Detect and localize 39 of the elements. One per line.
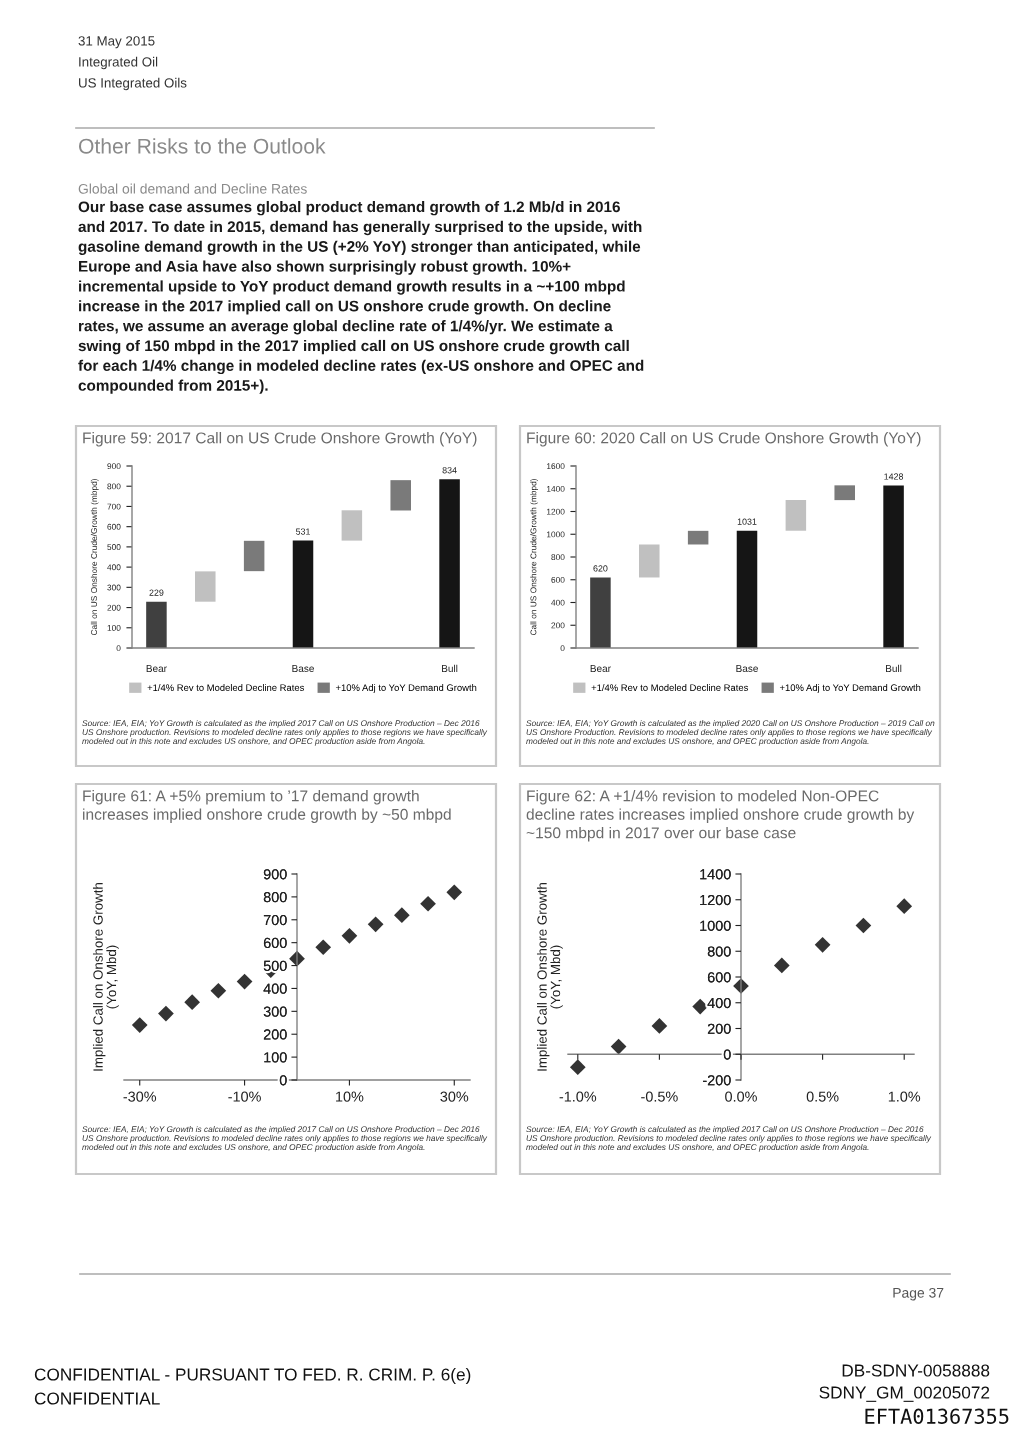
- text: SDNY_GM_00205072: [819, 1386, 990, 1402]
- bar: [439, 479, 460, 648]
- text: EFTA01367355: [865, 1408, 1009, 1424]
- point: [773, 957, 790, 974]
- point: [210, 982, 227, 999]
- bar: [883, 485, 904, 648]
- text: CONFIDENTIAL: [34, 1392, 160, 1405]
- text: DB-SDNY-0058888: [842, 1364, 990, 1377]
- point: [184, 994, 201, 1011]
- bar: [341, 510, 363, 541]
- bar: [195, 571, 216, 602]
- bar: [390, 480, 411, 511]
- bar: [687, 530, 709, 545]
- bar: [243, 540, 265, 572]
- point: [131, 1017, 148, 1033]
- text: Other Risks to the Outlook: [79, 138, 326, 154]
- bar: [292, 540, 314, 648]
- point: [855, 917, 872, 934]
- point: [158, 1005, 174, 1022]
- point: [315, 939, 332, 956]
- point: [367, 916, 384, 933]
- point: [236, 973, 253, 990]
- point: [420, 895, 436, 912]
- point: [569, 1059, 586, 1075]
- text: CONFIDENTIAL - PURSUANT TO FED. R. CRIM. P. 6(e): [34, 1367, 471, 1385]
- bar: [639, 544, 660, 578]
- point: [393, 907, 410, 924]
- point: [446, 884, 463, 901]
- point: [692, 998, 709, 1015]
- point: [341, 927, 358, 944]
- bar: [590, 577, 611, 648]
- point: [651, 1018, 668, 1034]
- point: [814, 936, 831, 953]
- point: [896, 898, 913, 915]
- bar: [146, 601, 167, 648]
- bar: [785, 500, 807, 531]
- point: [610, 1038, 627, 1055]
- bar: [834, 485, 855, 501]
- bar: [736, 530, 758, 648]
